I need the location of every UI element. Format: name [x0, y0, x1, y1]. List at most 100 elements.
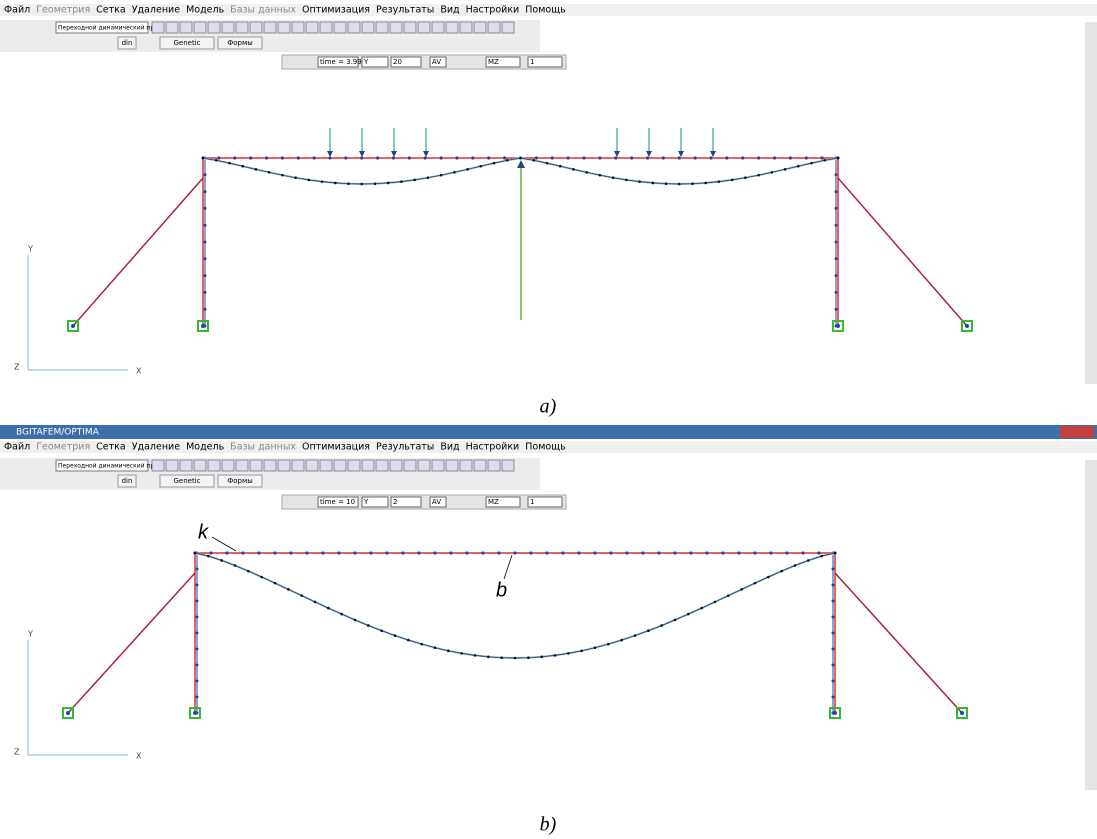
tool-button[interactable]: [487, 459, 501, 472]
result-field[interactable]: [317, 56, 359, 68]
tool-button[interactable]: [347, 21, 361, 34]
tool-button[interactable]: [347, 459, 361, 472]
result-field[interactable]: [527, 496, 563, 508]
tool-button[interactable]: [389, 21, 403, 34]
menu-item[interactable]: Вид: [440, 5, 460, 16]
menu-item[interactable]: Настройки: [466, 442, 520, 453]
mode-select[interactable]: [55, 459, 149, 472]
result-field[interactable]: [429, 56, 447, 68]
tool-button[interactable]: [305, 459, 319, 472]
tool-button[interactable]: [445, 459, 459, 472]
tool-button[interactable]: [459, 21, 473, 34]
menu-item[interactable]: Вид: [440, 442, 460, 453]
button[interactable]: [217, 474, 263, 488]
node: [417, 551, 421, 555]
close-button[interactable]: [1060, 426, 1094, 438]
menu-item[interactable]: Модель: [186, 5, 224, 16]
tool-button[interactable]: [151, 21, 165, 34]
menu-item[interactable]: Геометрия: [36, 442, 90, 453]
tool-button[interactable]: [305, 21, 319, 34]
menu-item[interactable]: Модель: [186, 442, 224, 453]
tool-button[interactable]: [291, 21, 305, 34]
menu-item[interactable]: Настройки: [466, 5, 520, 16]
tool-button[interactable]: [319, 459, 333, 472]
menu-item[interactable]: Удаление: [132, 442, 180, 453]
tool-button[interactable]: [361, 459, 375, 472]
tool-button[interactable]: [165, 459, 179, 472]
menu-item[interactable]: Оптимизация: [302, 442, 370, 453]
result-field[interactable]: [429, 496, 447, 508]
menu-item[interactable]: Базы данных: [230, 5, 296, 16]
tool-button[interactable]: [417, 21, 431, 34]
tool-button[interactable]: [277, 21, 291, 34]
tool-button[interactable]: [277, 459, 291, 472]
tool-button[interactable]: [207, 21, 221, 34]
result-field[interactable]: [390, 496, 422, 508]
menu-item[interactable]: Геометрия: [36, 5, 90, 16]
tool-button[interactable]: [221, 21, 235, 34]
tool-button[interactable]: [501, 21, 515, 34]
tool-button[interactable]: [459, 459, 473, 472]
result-field[interactable]: [361, 56, 389, 68]
tool-button[interactable]: [389, 459, 403, 472]
menu-item[interactable]: Файл: [4, 442, 30, 453]
button[interactable]: [117, 474, 137, 488]
tool-button[interactable]: [249, 21, 263, 34]
menu-item[interactable]: Помощь: [525, 5, 566, 16]
button[interactable]: [217, 36, 263, 50]
result-field[interactable]: [317, 496, 359, 508]
tool-button[interactable]: [235, 459, 249, 472]
node: [717, 180, 721, 183]
menu-item[interactable]: Оптимизация: [302, 5, 370, 16]
tool-button[interactable]: [361, 21, 375, 34]
tool-button[interactable]: [473, 21, 487, 34]
button[interactable]: [117, 36, 137, 50]
tool-button[interactable]: [179, 459, 193, 472]
tool-button[interactable]: [263, 21, 277, 34]
result-field[interactable]: [485, 56, 521, 68]
menu-item[interactable]: Сетка: [96, 442, 126, 453]
tool-button[interactable]: [403, 21, 417, 34]
tool-button[interactable]: [207, 459, 221, 472]
button[interactable]: [159, 36, 215, 50]
tool-button[interactable]: [333, 459, 347, 472]
tool-button[interactable]: [235, 21, 249, 34]
menu-item[interactable]: Результаты: [376, 442, 434, 453]
tool-button[interactable]: [319, 21, 333, 34]
tool-button[interactable]: [221, 459, 235, 472]
tool-button[interactable]: [263, 459, 277, 472]
result-field[interactable]: [361, 496, 389, 508]
tool-button[interactable]: [403, 459, 417, 472]
tool-button[interactable]: [445, 21, 459, 34]
support: [961, 320, 973, 332]
menu-item[interactable]: Сетка: [96, 5, 126, 16]
tool-button[interactable]: [375, 21, 389, 34]
tool-button[interactable]: [375, 459, 389, 472]
tool-button[interactable]: [165, 21, 179, 34]
tool-button[interactable]: [179, 21, 193, 34]
result-field[interactable]: [527, 56, 563, 68]
tool-button[interactable]: [249, 459, 263, 472]
mode-select[interactable]: [55, 21, 149, 34]
menu-item[interactable]: Файл: [4, 5, 30, 16]
tool-button[interactable]: [431, 21, 445, 34]
tool-button[interactable]: [193, 21, 207, 34]
tool-button[interactable]: [487, 21, 501, 34]
tool-button[interactable]: [193, 459, 207, 472]
tool-button[interactable]: [431, 459, 445, 472]
tool-button[interactable]: [291, 459, 305, 472]
menu-item[interactable]: Результаты: [376, 5, 434, 16]
node: [471, 156, 475, 160]
result-field[interactable]: [390, 56, 422, 68]
menu-item[interactable]: Удаление: [132, 5, 180, 16]
tool-button[interactable]: [501, 459, 515, 472]
button[interactable]: [159, 474, 215, 488]
menu-item[interactable]: Базы данных: [230, 442, 296, 453]
tool-button[interactable]: [151, 459, 165, 472]
tool-button[interactable]: [417, 459, 431, 472]
tool-button[interactable]: [333, 21, 347, 34]
node: [217, 156, 221, 160]
menu-item[interactable]: Помощь: [525, 442, 566, 453]
result-field[interactable]: [485, 496, 521, 508]
tool-button[interactable]: [473, 459, 487, 472]
